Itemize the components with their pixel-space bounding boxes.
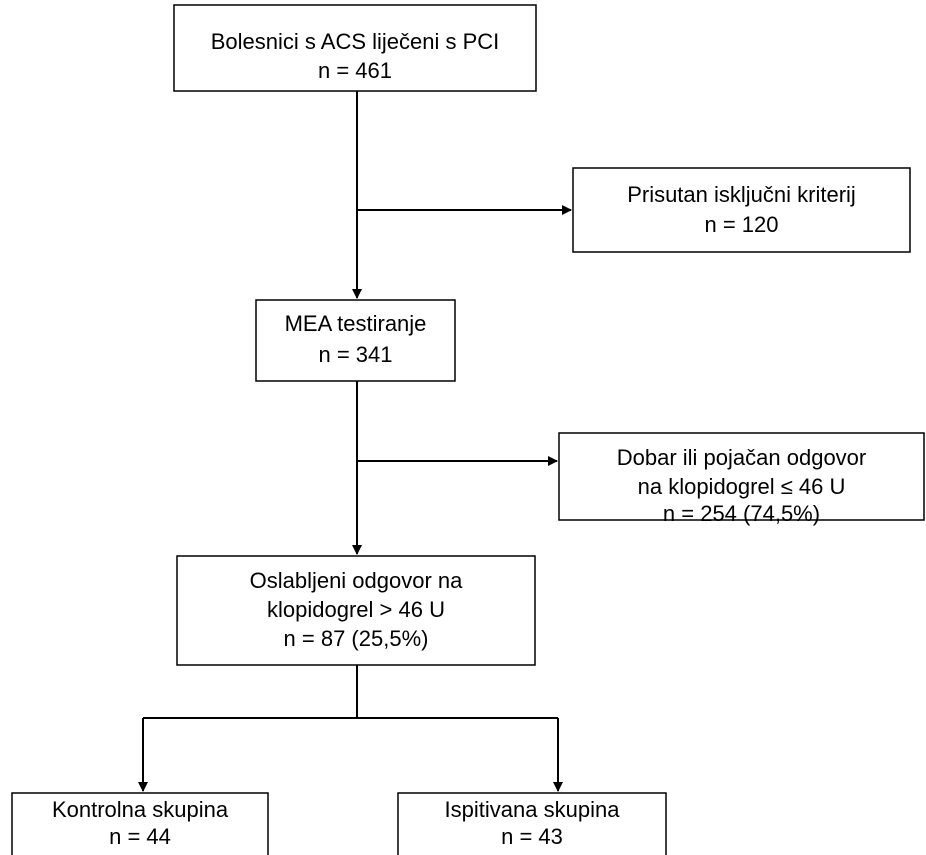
node-box (397, 792, 667, 855)
node-text: Kontrolna skupina (52, 797, 229, 822)
node-text: Oslabljeni odgovor na (250, 568, 464, 593)
node-box (255, 299, 456, 382)
node: Prisutan isključni kriterij n = 120 (572, 167, 911, 253)
node-text: n = 87 (25,5%) (284, 626, 429, 651)
node: Oslabljeni odgovor na klopidogrel > 46 U n… (176, 555, 536, 666)
node-text: klopidogrel > 46 U (267, 597, 445, 622)
node-box (11, 792, 269, 855)
node-text: Dobar ili pojačan odgovor (617, 445, 867, 470)
connectors (138, 91, 572, 792)
node-text: Ispitivana skupina (445, 797, 621, 822)
node: Bolesnici s ACS liječeni s PCI n = 461 (173, 4, 537, 92)
node-box (176, 555, 536, 666)
node-text: n = 44 (109, 824, 171, 849)
node-text: MEA testiranje (285, 311, 427, 336)
node-text: n = 254 (74,5%) (663, 501, 820, 526)
node-box (558, 432, 925, 521)
node: MEA testiranje n = 341 (255, 299, 456, 382)
node-text: na klopidogrel ≤ 46 U (638, 474, 846, 499)
node-box (572, 167, 911, 253)
node-text: Prisutan isključni kriterij (627, 182, 856, 207)
node-text: n = 120 (704, 212, 778, 237)
node-text: Bolesnici s ACS liječeni s PCI (211, 29, 500, 54)
node: Dobar ili pojačan odgovor na klopidogrel … (558, 432, 925, 526)
node-text: n = 43 (501, 824, 563, 849)
node-text: n = 461 (318, 58, 392, 83)
node-text: n = 341 (318, 342, 392, 367)
node-box (173, 4, 537, 92)
